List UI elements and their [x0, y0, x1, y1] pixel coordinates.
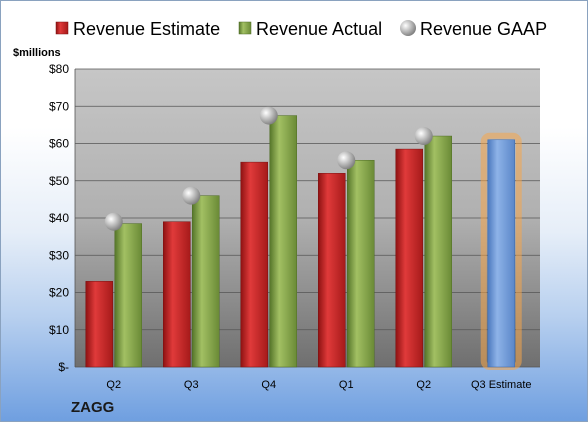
- x-category-label: Q4: [261, 379, 276, 391]
- bar-revenue-actual: [269, 115, 297, 368]
- bar-revenue-estimate: [85, 281, 113, 368]
- company-name: ZAGG: [71, 399, 114, 416]
- marker-revenue-gaap: [259, 106, 278, 125]
- y-axis-unit-label: $millions: [13, 47, 61, 59]
- bar-revenue-actual: [114, 223, 142, 368]
- y-tick-label: $10: [49, 323, 69, 337]
- marker-revenue-gaap: [182, 186, 201, 205]
- y-tick-label: $-: [58, 360, 69, 374]
- y-tick-label: $50: [49, 174, 69, 188]
- x-axis-categories: Q2 Q3 Q4 Q1 Q2 Q3 Estimate: [106, 379, 531, 391]
- gaap-markers: [104, 106, 433, 231]
- legend: Revenue Estimate Revenue Actual Revenue …: [55, 19, 547, 39]
- y-tick-label: $30: [49, 248, 69, 262]
- x-category-label: Q3: [184, 379, 199, 391]
- bar-revenue-actual: [192, 195, 220, 368]
- bar-revenue-actual: [424, 135, 452, 368]
- legend-swatch-revenue-gaap: [400, 20, 416, 36]
- marker-revenue-gaap: [414, 127, 433, 146]
- y-axis-ticks: $- $10 $20 $30 $40 $50 $60 $70 $80: [49, 62, 69, 374]
- x-category-label: Q1: [339, 379, 354, 391]
- bar-revenue-estimate: [318, 173, 346, 368]
- marker-revenue-gaap: [337, 151, 356, 170]
- legend-swatch-revenue-estimate: [55, 21, 69, 35]
- legend-swatch-revenue-actual: [238, 21, 252, 35]
- legend-label-revenue-estimate: Revenue Estimate: [73, 19, 220, 39]
- bar-revenue-estimate: [395, 148, 423, 368]
- y-tick-label: $20: [49, 286, 69, 300]
- y-tick-label: $80: [49, 62, 69, 76]
- y-tick-label: $70: [49, 99, 69, 113]
- bar-revenue-actual: [347, 160, 375, 368]
- bars: [85, 115, 522, 370]
- x-category-label: Q3 Estimate: [471, 379, 532, 391]
- x-category-label: Q2: [106, 379, 121, 391]
- legend-label-revenue-actual: Revenue Actual: [256, 19, 382, 39]
- bar-revenue-estimate: [240, 161, 268, 368]
- y-tick-label: $60: [49, 137, 69, 151]
- y-tick-label: $40: [49, 211, 69, 225]
- legend-label-revenue-gaap: Revenue GAAP: [420, 19, 547, 39]
- x-category-label: Q2: [416, 379, 431, 391]
- gridlines: [74, 68, 540, 368]
- bar-q3-estimate: [487, 139, 515, 368]
- marker-revenue-gaap: [104, 212, 123, 231]
- bar-revenue-estimate: [163, 221, 191, 368]
